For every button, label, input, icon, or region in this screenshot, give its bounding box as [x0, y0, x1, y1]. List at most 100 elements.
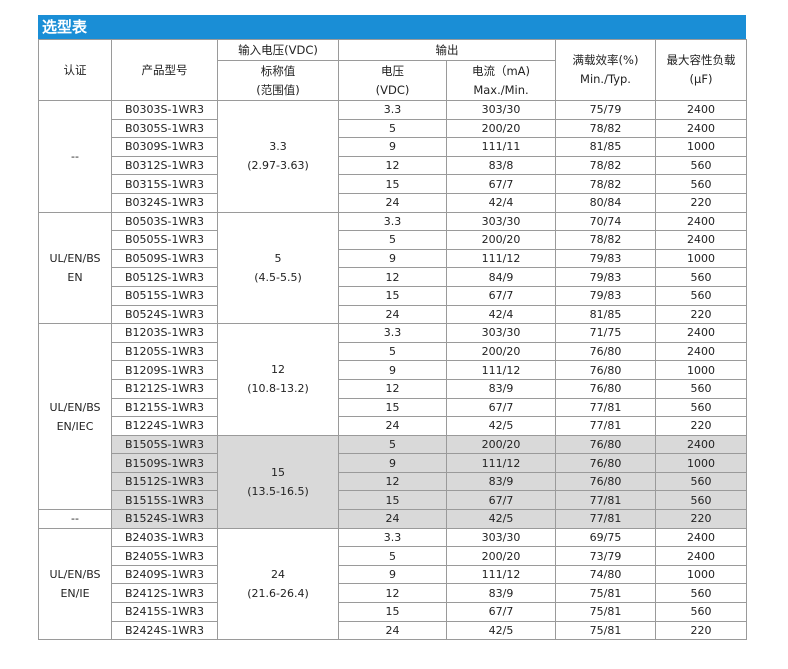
cert-cell-line2: EN/IE [60, 586, 90, 600]
output-voltage-cell: 3.3 [338, 211, 447, 232]
header-output: 输出 [338, 39, 556, 61]
model-cell: B2424S-1WR3 [111, 620, 218, 641]
model-cell: B1515S-1WR3 [111, 490, 218, 511]
output-voltage-cell: 9 [338, 248, 447, 269]
header-efficiency: 满载效率(%) Min./Typ. [555, 39, 656, 101]
efficiency-cell: 76/80 [555, 360, 656, 380]
model-cell: B0305S-1WR3 [111, 118, 218, 139]
header-cert: 认证 [38, 39, 112, 101]
capacitive-load-cell: 2400 [655, 434, 747, 455]
efficiency-cell: 76/80 [555, 434, 656, 455]
capacitive-load-cell: 220 [655, 620, 747, 641]
output-voltage-cell: 3.3 [338, 323, 447, 343]
model-cell: B0503S-1WR3 [111, 211, 218, 232]
model-cell: B0524S-1WR3 [111, 304, 218, 325]
capacitive-load-cell: 2400 [655, 211, 747, 232]
header-voltage-line2: (VDC) [375, 82, 410, 97]
output-voltage-cell: 12 [338, 378, 447, 399]
efficiency-cell: 69/75 [555, 527, 656, 548]
input-voltage-line2: (21.6-26.4) [247, 586, 309, 600]
model-cell: B0505S-1WR3 [111, 230, 218, 250]
table-row: B2412S-1WR3 12 83/9 75/81 560 [39, 583, 747, 604]
output-current-cell: 200/20 [446, 341, 556, 362]
input-voltage-line1: 12 [271, 363, 285, 377]
model-cell: B0515S-1WR3 [111, 285, 218, 306]
input-voltage-line1: 15 [271, 465, 285, 479]
table-row: UL/EN/BS EN/IE B2403S-1WR3 24 (21.6-26.4) 3.3… [38, 527, 747, 641]
output-current-cell: 83/9 [446, 583, 556, 604]
header-capacitive-line2: (µF) [689, 72, 713, 86]
model-cell: B0315S-1WR3 [111, 174, 218, 194]
header-current: 电流（mA) Max./Min. [446, 60, 556, 101]
output-voltage-cell: 24 [338, 192, 447, 213]
output-current-cell: 200/20 [446, 230, 556, 250]
model-cell: B0303S-1WR3 [111, 100, 218, 120]
efficiency-cell: 75/81 [555, 620, 656, 641]
output-current-cell: 84/9 [446, 267, 556, 287]
table-row: B1505S-1WR3 15 (13.5-16.5) 5 200/20 76/80 2400 [39, 434, 747, 529]
table-row: -- B1524S-1WR3 24 42/5 77/81 220 [38, 509, 747, 529]
input-voltage-cell: 15 (13.5-16.5) [217, 434, 339, 529]
capacitive-load-cell: 1000 [655, 248, 747, 269]
capacitive-load-cell: 220 [655, 192, 747, 213]
efficiency-cell: 75/79 [555, 100, 656, 120]
header-nominal: 标称值 (范围值) [217, 60, 339, 101]
capacitive-load-cell: 2400 [655, 230, 747, 250]
input-voltage-line1: 3.3 [269, 140, 287, 154]
table-row: UL/EN/BS EN/IEC B1203S-1WR3 12 (10.8-13.2) 3.… [38, 323, 747, 511]
cert-cell-line2: EN/IEC [56, 419, 94, 433]
model-cell: B0309S-1WR3 [111, 137, 218, 157]
output-current-cell: 83/9 [446, 378, 556, 399]
input-voltage-line2: (2.97-3.63) [247, 159, 309, 173]
output-current-cell: 83/9 [446, 471, 556, 492]
header-voltage-line1: 电压 [381, 63, 404, 78]
table-row: B0309S-1WR3 9 111/11 81/85 1000 [39, 137, 747, 157]
input-voltage-line1: 5 [274, 251, 282, 265]
output-current-cell: 303/30 [446, 211, 556, 232]
model-cell: B2409S-1WR3 [111, 564, 218, 585]
efficiency-cell: 77/81 [555, 397, 656, 418]
cert-cell: -- [38, 509, 112, 529]
efficiency-cell: 78/82 [555, 118, 656, 139]
output-voltage-cell: 12 [338, 583, 447, 604]
capacitive-load-cell: 2400 [655, 323, 747, 343]
model-cell: B0324S-1WR3 [111, 192, 218, 213]
capacitive-load-cell: 560 [655, 285, 747, 306]
output-current-cell: 111/12 [446, 453, 556, 473]
output-current-cell: 42/4 [446, 192, 556, 213]
capacitive-load-cell: 2400 [655, 527, 747, 548]
header-current-line2: Max./Min. [473, 82, 529, 97]
efficiency-cell: 81/85 [555, 304, 656, 325]
capacitive-load-cell: 2400 [655, 341, 747, 362]
output-current-cell: 200/20 [446, 546, 556, 566]
capacitive-load-cell: 1000 [655, 564, 747, 585]
table-row: B0524S-1WR3 24 42/4 81/85 220 [39, 304, 747, 325]
efficiency-cell: 78/82 [555, 174, 656, 194]
table-row: B1212S-1WR3 12 83/9 76/80 560 [39, 378, 747, 399]
output-current-cell: 111/12 [446, 248, 556, 269]
cert-cell: -- [38, 100, 112, 213]
capacitive-load-cell: 1000 [655, 137, 747, 157]
efficiency-cell: 73/79 [555, 546, 656, 566]
model-cell: B0512S-1WR3 [111, 267, 218, 287]
output-current-cell: 303/30 [446, 100, 556, 120]
output-current-cell: 111/12 [446, 360, 556, 380]
model-cell: B1524S-1WR3 [111, 509, 218, 529]
output-current-cell: 200/20 [446, 434, 556, 455]
input-voltage-line2: (13.5-16.5) [247, 484, 309, 498]
cert-cell: UL/EN/BS EN/IE [38, 527, 112, 641]
output-current-cell: 303/30 [446, 323, 556, 343]
header-capacitive-line1: 最大容性负载 [666, 53, 736, 67]
table-row: UL/EN/BS EN B0503S-1WR3 5 (4.5-5.5) 3.3 303/30… [38, 211, 747, 325]
efficiency-cell: 70/74 [555, 211, 656, 232]
model-cell: B1505S-1WR3 [111, 434, 218, 455]
section-title: 选型表 [38, 15, 746, 39]
model-cell: B2412S-1WR3 [111, 583, 218, 604]
model-cell: B0509S-1WR3 [111, 248, 218, 269]
table-row: B1205S-1WR3 5 200/20 76/80 2400 [39, 341, 747, 362]
capacitive-load-cell: 220 [655, 304, 747, 325]
header-nominal-line2: (范围值) [256, 82, 300, 97]
output-voltage-cell: 24 [338, 620, 447, 641]
model-cell: B1512S-1WR3 [111, 471, 218, 492]
model-cell: B1215S-1WR3 [111, 397, 218, 418]
